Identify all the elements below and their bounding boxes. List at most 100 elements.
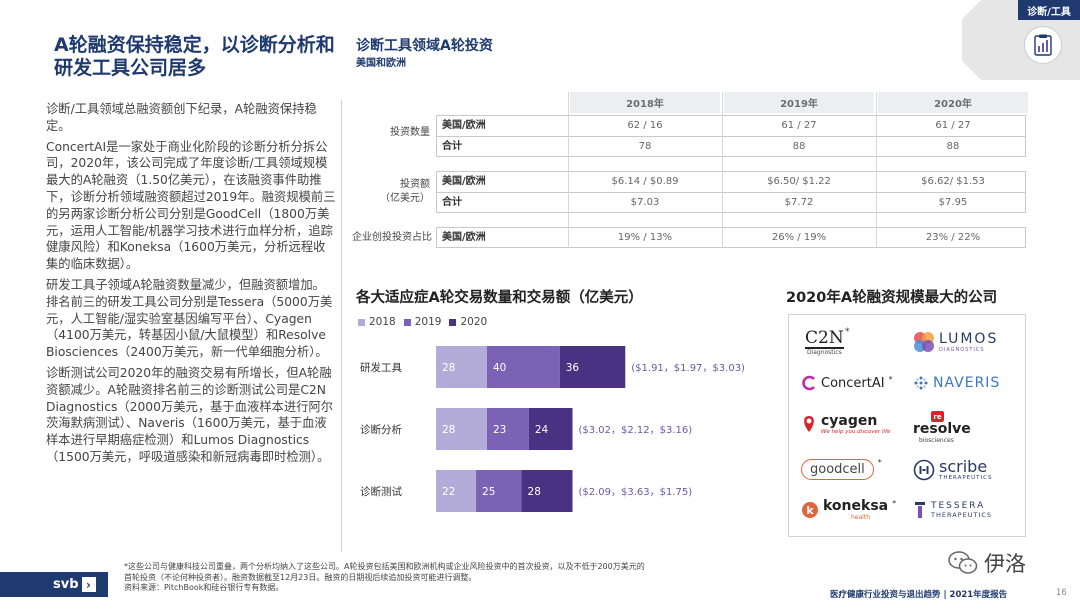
logo-sub: DIAGNOSTICS (939, 347, 985, 353)
bar-annotation: ($2.09，$3.63，$1.75) (579, 487, 693, 498)
bar-segment (436, 408, 487, 450)
logo-goodcell: goodcell * (801, 458, 882, 480)
row-label: 合计 (442, 141, 462, 152)
table-row: 合计 $7.03 $7.72 $7.95 (436, 192, 1026, 213)
cyagen-mark-icon (804, 416, 814, 432)
logo-name: LUMOS (939, 331, 999, 347)
concertai-mark-icon (802, 375, 815, 391)
logo-sub: We help you discover life (821, 429, 891, 435)
row-group-label: 投资数量 (390, 127, 430, 138)
row-group-label-line: 投资额 (400, 179, 430, 190)
table-group-box (436, 227, 1026, 248)
legend-swatch (449, 318, 457, 326)
year-header: 2019年 (724, 92, 874, 113)
year-header: 2020年 (878, 92, 1028, 113)
logo-name: ConcertAI (821, 375, 885, 391)
table-cell: $7.95 (938, 197, 968, 208)
logo-tessera: TESSERA THERAPEUTICS (913, 501, 992, 519)
table-cell: $6.62/ $1.53 (921, 176, 985, 187)
table-cell: 19% / 13% (617, 232, 673, 243)
logo-sub: Diagnostics (806, 349, 842, 356)
paragraph: ConcertAI是一家处于商业化阶段的诊断分析分拆公司，2020年，该公司完成… (46, 139, 336, 272)
koneksa-mark-icon: k (802, 502, 818, 518)
logo-koneksa: k koneksa health * (801, 499, 896, 521)
category-label: 研发工具 (360, 361, 402, 374)
chart-legend: 2018 2019 2020 (358, 316, 487, 328)
logo-c2n: C2N Diagnostics (805, 329, 844, 356)
chart-title: 各大适应症A轮交易数量和交易额（亿美元） (356, 290, 643, 306)
data-label: 28 (528, 486, 541, 498)
row-label: 合计 (442, 197, 462, 208)
legend-swatch (358, 318, 365, 326)
scribe-mark-icon (913, 459, 935, 481)
column-divider (568, 92, 569, 248)
logo-text: koneksa health (823, 498, 889, 522)
legend-label: 2019 (414, 316, 442, 328)
logo-sub: THERAPEUTICS (939, 475, 993, 481)
legend-label: 2020 (460, 316, 488, 328)
row-group-label: 企业创投投资占比 (352, 232, 432, 243)
logo-lumos: LUMOS DIAGNOSTICS (913, 331, 998, 353)
report-name: 医疗健康行业投资与退出趋势 | 2021年度报告 (830, 590, 1008, 600)
table-cell: 61 / 27 (781, 120, 817, 131)
table-row: 美国/欧洲 62 / 16 61 / 27 61 / 27 (436, 115, 1026, 136)
table-cell: 88 (792, 141, 806, 152)
footnote-line: *这些公司与健康科技公司重叠，两个分析均纳入了这些公司。A轮投资包括美国和欧洲机… (124, 562, 645, 571)
logo-star: * (877, 458, 882, 467)
table-title: 诊断工具领域A轮投资 (356, 38, 493, 54)
legend-swatch (403, 318, 411, 326)
row-label: 美国/欧洲 (442, 232, 486, 243)
logo-text: TESSERA THERAPEUTICS (931, 501, 992, 519)
legend-item: 2018 (358, 316, 396, 328)
logo-star: * (892, 498, 897, 508)
logo-sub: health (851, 514, 870, 521)
logo-name: goodcell (801, 459, 874, 480)
logo-star: * (888, 374, 893, 384)
logo-name: koneksa (823, 498, 889, 514)
logo-text: cyagen We help you discover life (821, 413, 890, 435)
lumos-mark-icon (914, 332, 934, 352)
table-cell: 61 / 27 (935, 120, 971, 131)
table-cell: $7.03 (630, 197, 660, 208)
chevron-right-icon: › (81, 577, 96, 592)
logo-text: scribe THERAPEUTICS (939, 457, 993, 482)
paragraph: 研发工具子领域A轮融资数量减少，但融资额增加。排名前三的研发工具公司分别是Tes… (46, 277, 333, 360)
table-cell: $7.72 (784, 197, 814, 208)
svb-logo: svb › (0, 572, 108, 597)
column-divider (722, 92, 723, 248)
logo-text: LUMOS DIAGNOSTICS (939, 331, 998, 353)
table-cell: $6.14 / $0.89 (611, 176, 679, 187)
table-cell: 62 / 16 (627, 120, 663, 131)
bar-segment (521, 470, 573, 512)
page-number: 16 (1056, 588, 1067, 598)
data-label: 28 (442, 362, 455, 374)
logos-title: 2020年A轮融资规模最大的公司 (786, 290, 998, 306)
footnote: *这些公司与健康科技公司重叠，两个分析均纳入了这些公司。A轮投资包括美国和欧洲机… (124, 562, 764, 594)
logo-grid: C2N Diagnostics * LUMOS DIAGNOSTICS Conc… (788, 314, 1026, 537)
tessera-mark-icon (915, 502, 925, 518)
svg-text:k: k (806, 504, 814, 517)
footnote-line: 首轮投资（不论何种投资者）。融资数据截至12月23日。融资的日期视后续追加投资可… (124, 572, 477, 582)
bar-segment (486, 346, 560, 388)
bar-segment (528, 408, 573, 450)
table-cell: 78 (638, 141, 652, 152)
logo-scribe: scribe THERAPEUTICS (913, 459, 992, 481)
data-label: 36 (566, 362, 580, 374)
row-group-label: 投资额 （亿美元） (350, 178, 430, 206)
bar-segment (436, 346, 487, 388)
bar-annotation: ($3.02，$2.12，$3.16) (579, 425, 693, 436)
logo-sub: biosciences (919, 437, 954, 444)
data-label: 23 (493, 424, 506, 436)
page-title: A轮融资保持稳定，以诊断分析和研发工具公司居多 (54, 34, 335, 79)
logo-concertai: ConcertAI * (801, 375, 893, 391)
bar-segment (559, 346, 626, 388)
year-header: 2018年 (570, 92, 720, 113)
svb-logo-inner: svb › (53, 576, 96, 593)
table-cell: $6.50/ $1.22 (767, 176, 831, 187)
bar-segment (476, 470, 522, 512)
watermark: 伊洛 (948, 548, 1026, 578)
data-label: 24 (535, 424, 549, 436)
category-label: 诊断测试 (360, 485, 402, 498)
logo-resolve: re resolve biosciences (913, 411, 971, 444)
logo-name: scribe (939, 457, 988, 476)
